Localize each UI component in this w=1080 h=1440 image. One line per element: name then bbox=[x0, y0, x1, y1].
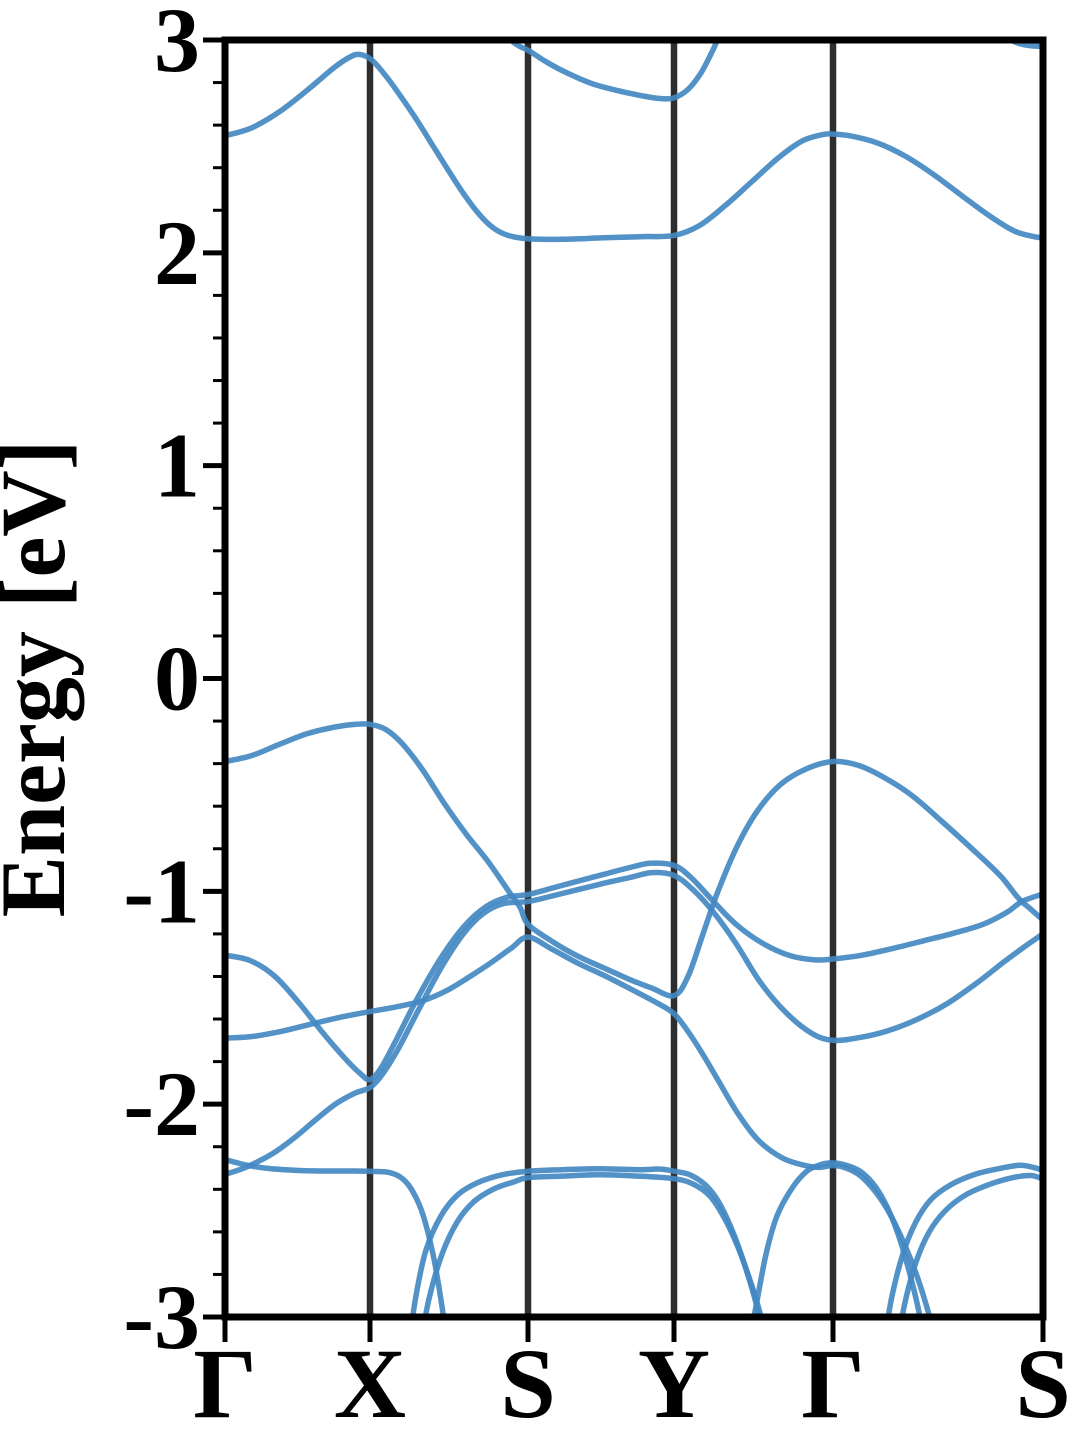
band-curve-valence-1 bbox=[225, 721, 1043, 999]
band-curve-valence-2 bbox=[225, 860, 1043, 1083]
band-curve-valence-3 bbox=[225, 934, 933, 1317]
band-curve-valence-8-gamma-dome bbox=[751, 1160, 923, 1317]
band-curve-valence-7-riser-flat bbox=[422, 1172, 765, 1317]
x-tick-label-0: Γ bbox=[193, 1328, 257, 1439]
y-tick-label: -3 bbox=[123, 1266, 200, 1368]
bands-group bbox=[225, 40, 1043, 1317]
y-tick-label: 3 bbox=[154, 0, 200, 91]
band-curve-conduction-2-mid bbox=[508, 40, 721, 102]
band-curve-valence-9-right-riser bbox=[885, 1162, 1043, 1317]
y-axis-title: Energy [eV] bbox=[0, 440, 84, 918]
y-tick-label: 2 bbox=[154, 202, 200, 304]
band-curve-valence-5-flat-dive bbox=[225, 1156, 447, 1317]
y-tick-label: 0 bbox=[154, 628, 200, 730]
x-tick-label-3: Y bbox=[638, 1328, 710, 1439]
x-tick-label-5: S bbox=[1015, 1328, 1071, 1439]
axes-frame bbox=[221, 36, 1047, 1321]
x-tick-label-4: Γ bbox=[801, 1328, 865, 1439]
y-tick-label: 1 bbox=[154, 415, 200, 517]
y-tick-label: -1 bbox=[123, 840, 200, 942]
band-curve-conduction-1 bbox=[225, 51, 1043, 243]
band-curve-valence-4 bbox=[225, 869, 1043, 1178]
band-curve-valence-10-right-riser bbox=[899, 1172, 1043, 1317]
y-tick-label: -2 bbox=[123, 1053, 200, 1155]
x-tick-label-2: S bbox=[500, 1328, 556, 1439]
x-tick-label-1: X bbox=[334, 1328, 406, 1439]
